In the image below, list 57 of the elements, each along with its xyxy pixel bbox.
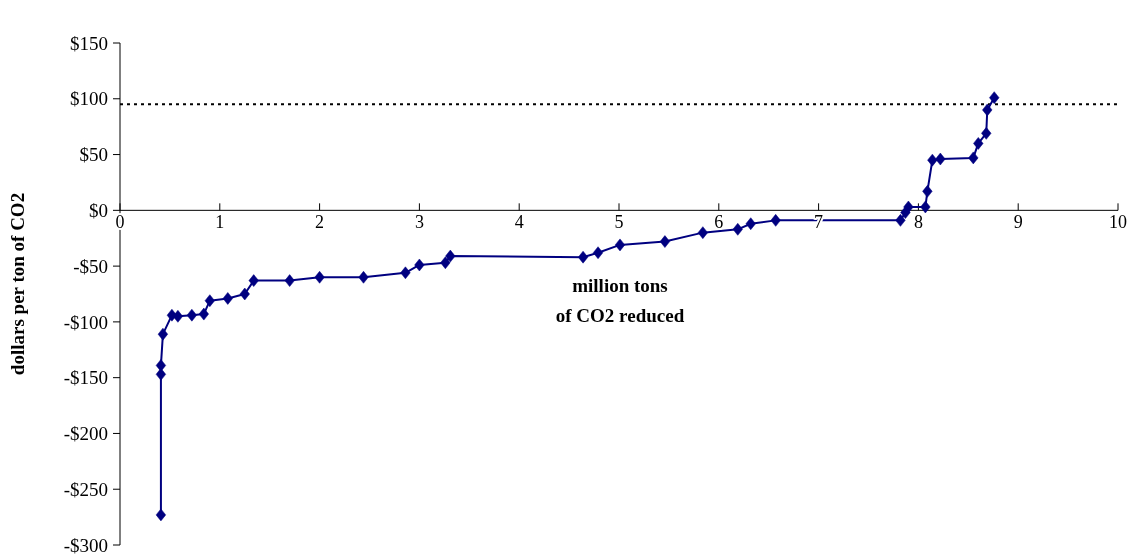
point	[973, 137, 984, 150]
point	[198, 307, 209, 321]
point	[222, 292, 233, 305]
point	[155, 508, 166, 522]
y-tick-label: -$200	[63, 423, 108, 445]
point	[204, 294, 215, 307]
point	[358, 271, 369, 284]
point	[578, 250, 589, 264]
y-tick-label: -$250	[63, 478, 108, 500]
point	[614, 238, 626, 252]
y-tick-label: -$100	[63, 311, 108, 333]
point	[314, 271, 325, 284]
point	[155, 359, 166, 372]
y-tick-label: $150	[70, 32, 108, 54]
point	[440, 256, 451, 270]
x-tick-label: 3	[414, 212, 424, 233]
point	[903, 200, 914, 214]
point	[770, 214, 781, 227]
point	[414, 258, 425, 272]
point	[445, 249, 456, 263]
point	[745, 217, 756, 230]
x-tick-label: 6	[714, 212, 724, 233]
x-tick-label: 8	[913, 212, 923, 233]
point	[239, 287, 250, 301]
y-tick-label: $100	[70, 88, 108, 110]
y-tick-label: -$50	[73, 255, 108, 277]
point	[927, 153, 938, 167]
point	[157, 327, 168, 341]
point	[989, 91, 1000, 104]
point	[935, 152, 946, 166]
y-tick-label: -$150	[63, 367, 108, 389]
x-axis-title: million tons of CO2 reduced	[555, 275, 685, 326]
x-tick-label: 4	[514, 212, 524, 233]
x-tick-label: 5	[614, 212, 624, 233]
point	[920, 200, 931, 214]
x-tick-label: 9	[1013, 212, 1023, 233]
point	[732, 223, 743, 236]
point	[895, 214, 906, 227]
y-tick-label: $50	[79, 144, 108, 166]
x-tick-label: 1	[215, 212, 225, 233]
x-tick-label: 2	[315, 212, 325, 233]
y-axis-title: dollars per ton of CO2	[7, 192, 28, 376]
point	[400, 266, 411, 280]
x-tick-label: 0	[115, 212, 125, 233]
y-tick-label: $0	[89, 199, 108, 221]
point	[982, 103, 993, 117]
x-tick-label: 10	[1109, 212, 1127, 233]
point	[922, 185, 933, 198]
point	[981, 127, 992, 140]
point	[697, 226, 708, 239]
y-tick-label: -$300	[63, 534, 108, 556]
point	[248, 274, 259, 287]
point	[968, 151, 979, 165]
point	[186, 308, 197, 322]
point	[592, 246, 604, 259]
point	[284, 274, 295, 287]
point	[659, 235, 670, 248]
